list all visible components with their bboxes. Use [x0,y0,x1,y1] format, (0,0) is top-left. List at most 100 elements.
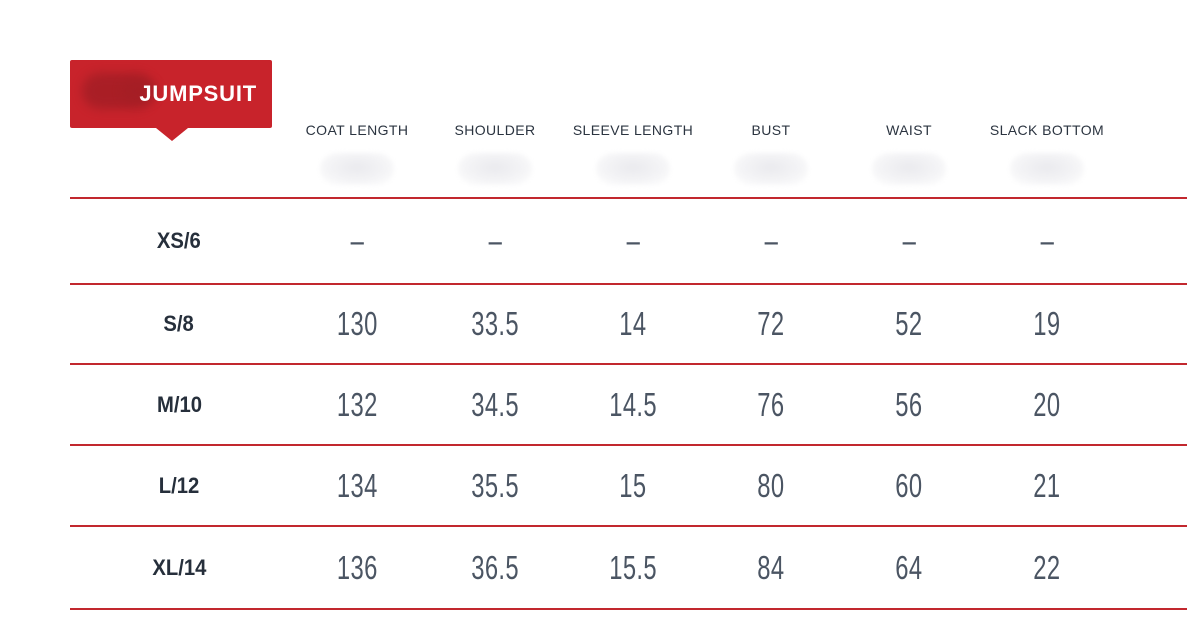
measurement-cell: 34.5 [426,386,564,424]
measurement-cell: – [702,222,840,260]
measurement-cell: 21 [978,467,1116,505]
measurement-cell: 52 [840,305,978,343]
size-label-text: XL/14 [151,554,206,580]
measurement-value: 56 [895,385,923,423]
column-header-slack-bottom: SLACK BOTTOM [978,100,1116,185]
table-row-s-8: S/8 130 33.5 14 72 52 19 [70,285,1187,365]
measurement-value: – [626,222,640,259]
measurement-cell: 19 [978,305,1116,343]
measurement-value: 14 [619,305,647,342]
size-label: S/8 [70,311,288,337]
measurement-cell: – [564,222,702,260]
measurement-value: – [488,222,502,259]
measurement-cell: 136 [288,549,426,587]
measurement-value: 60 [895,466,923,504]
column-header-label: SLACK BOTTOM [989,122,1105,138]
column-header-label: SHOULDER [454,122,536,138]
measurement-cell: 76 [702,386,840,424]
column-header-shoulder: SHOULDER [426,100,564,185]
column-header-label: WAIST [886,122,932,138]
measurement-cell: – [840,222,978,260]
measurement-value: 136 [336,548,378,586]
size-label: XL/14 [70,555,288,581]
measurement-cell: 15.5 [564,549,702,587]
column-header-waist: WAIST [840,100,978,185]
measurement-value: 21 [1033,466,1061,504]
measurement-cell: 130 [288,305,426,343]
blurred-subtext [320,153,394,185]
column-header-coat-length: COAT LENGTH [288,100,426,185]
measurement-cell: 84 [702,549,840,587]
table-row-xs-6: XS/6 – – – – – – [70,199,1187,285]
measurement-cell: 80 [702,467,840,505]
size-label: XS/6 [70,228,288,254]
measurement-cell: 15 [564,467,702,505]
measurement-value: 130 [336,305,378,342]
size-column-spacer [70,100,288,122]
jumpsuit-tag-badge: JUMPSUIT [70,60,272,141]
column-header-label: BUST [751,122,791,138]
column-header-bust: BUST [702,100,840,185]
table-body: XS/6 – – – – – – S/8 130 33.5 14 72 52 19 M/10 132 34.5 1… [70,197,1187,610]
blurred-brand-logo-part [122,80,156,102]
measurement-value: 76 [757,385,785,423]
size-label-text: L/12 [158,472,200,498]
measurement-value: 22 [1033,548,1061,586]
measurement-cell: 72 [702,305,840,343]
size-label-text: XS/6 [157,228,201,253]
measurement-value: 19 [1033,305,1061,342]
blurred-subtext [872,153,946,185]
measurement-cell: 60 [840,467,978,505]
measurement-cell: 56 [840,386,978,424]
measurement-cell: 22 [978,549,1116,587]
measurement-value: 132 [336,385,378,423]
measurement-cell: 64 [840,549,978,587]
measurement-value: 35.5 [471,466,519,504]
measurement-cell: 132 [288,386,426,424]
badge-title: JUMPSUIT [139,81,257,106]
table-row-m-10: M/10 132 34.5 14.5 76 56 20 [70,365,1187,446]
column-header-label: COAT LENGTH [305,122,409,138]
measurement-value: 15 [619,466,647,504]
size-label-text: M/10 [156,391,202,417]
blurred-subtext [458,153,532,185]
size-label: M/10 [70,392,288,418]
measurement-value: 15.5 [609,548,657,586]
measurement-value: 80 [757,466,785,504]
table-row-xl-14: XL/14 136 36.5 15.5 84 64 22 [70,527,1187,610]
measurement-value: – [764,222,778,259]
measurement-value: 52 [895,305,923,342]
measurement-cell: 134 [288,467,426,505]
measurement-cell: 35.5 [426,467,564,505]
measurement-value: – [1040,222,1054,259]
measurement-value: 20 [1033,385,1061,423]
measurement-value: – [350,222,364,259]
measurement-value: – [902,222,916,259]
measurement-value: 33.5 [471,305,519,342]
size-label-text: S/8 [163,311,195,336]
badge-pointer-arrow [156,128,188,141]
measurement-value: 84 [757,548,785,586]
measurement-cell: 20 [978,386,1116,424]
measurement-value: 64 [895,548,923,586]
column-header-sleeve-length: SLEEVE LENGTH [564,100,702,185]
size-label: L/12 [70,473,288,499]
measurement-value: 36.5 [471,548,519,586]
measurement-cell: 36.5 [426,549,564,587]
size-chart-table: COAT LENGTH SHOULDER SLEEVE LENGTH BUST WAIS… [70,100,1187,610]
column-header-label: SLEEVE LENGTH [572,122,694,138]
measurement-cell: 33.5 [426,305,564,343]
measurement-cell: – [288,222,426,260]
blurred-subtext [734,153,808,185]
measurement-cell: 14.5 [564,386,702,424]
measurement-cell: 14 [564,305,702,343]
measurement-value: 72 [757,305,785,342]
blurred-subtext [1010,153,1084,185]
measurement-cell: – [426,222,564,260]
measurement-cell: – [978,222,1116,260]
measurement-value: 34.5 [471,385,519,423]
measurement-value: 14.5 [609,385,657,423]
measurement-value: 134 [336,466,378,504]
table-header-row: COAT LENGTH SHOULDER SLEEVE LENGTH BUST WAIS… [70,100,1187,197]
